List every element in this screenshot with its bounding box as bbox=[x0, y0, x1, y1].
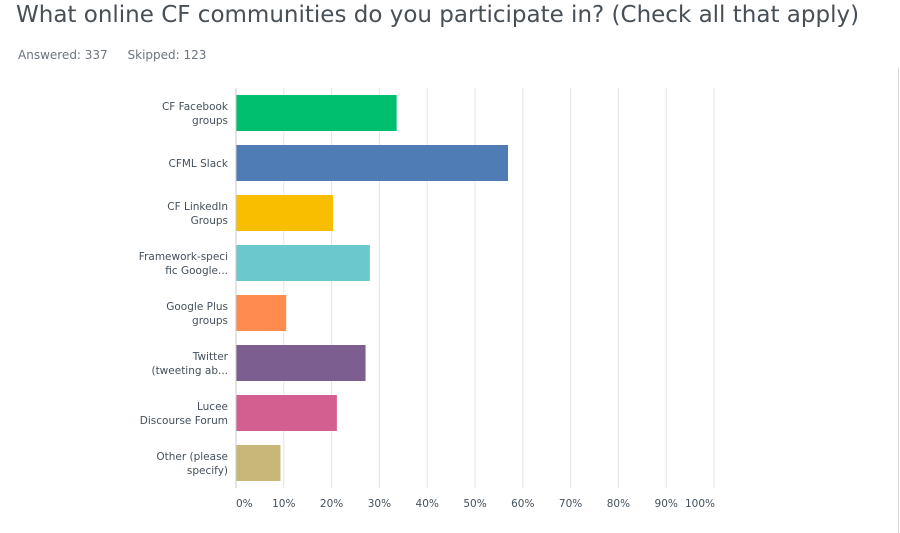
bar bbox=[236, 395, 337, 431]
category-label: CFML Slack bbox=[169, 158, 229, 170]
x-tick-label: 40% bbox=[416, 498, 439, 510]
bar bbox=[236, 145, 509, 181]
x-tick-label: 10% bbox=[272, 498, 295, 510]
category-label: Google Plus bbox=[166, 301, 228, 313]
x-tick-label: 80% bbox=[607, 498, 630, 510]
x-tick-label: 60% bbox=[511, 498, 534, 510]
x-tick-label: 30% bbox=[368, 498, 391, 510]
x-tick-label: 70% bbox=[559, 498, 582, 510]
chart-frame bbox=[0, 68, 899, 533]
category-label: Discourse Forum bbox=[140, 415, 228, 427]
bar bbox=[236, 445, 281, 481]
x-tick-label: 20% bbox=[320, 498, 343, 510]
answered-count: Answered: 337 bbox=[18, 48, 108, 62]
category-label: Lucee bbox=[197, 401, 228, 413]
bar bbox=[236, 95, 397, 131]
category-label: groups bbox=[192, 315, 228, 327]
category-label: Framework-speci bbox=[139, 251, 228, 263]
category-label: specify) bbox=[187, 465, 228, 477]
x-tick-label: 0% bbox=[236, 498, 253, 510]
x-tick-label: 50% bbox=[463, 498, 486, 510]
x-tick-label: 90% bbox=[655, 498, 678, 510]
bar bbox=[236, 195, 334, 231]
category-label: groups bbox=[192, 115, 228, 127]
survey-question-title: What online CF communities do you partic… bbox=[16, 2, 860, 28]
category-label: (tweeting ab... bbox=[151, 365, 228, 377]
category-label: Groups bbox=[191, 215, 228, 227]
category-label: CF LinkedIn bbox=[167, 201, 228, 213]
bar bbox=[236, 345, 366, 381]
response-stats: Answered: 337 Skipped: 123 bbox=[18, 48, 222, 62]
x-tick-label: 100% bbox=[685, 498, 715, 510]
category-label: fic Google... bbox=[165, 265, 228, 277]
category-label: Other (please bbox=[156, 451, 228, 463]
bar bbox=[236, 245, 370, 281]
category-label: Twitter bbox=[192, 351, 229, 363]
skipped-count: Skipped: 123 bbox=[127, 48, 207, 62]
bar bbox=[236, 295, 287, 331]
category-label: CF Facebook bbox=[162, 101, 229, 113]
